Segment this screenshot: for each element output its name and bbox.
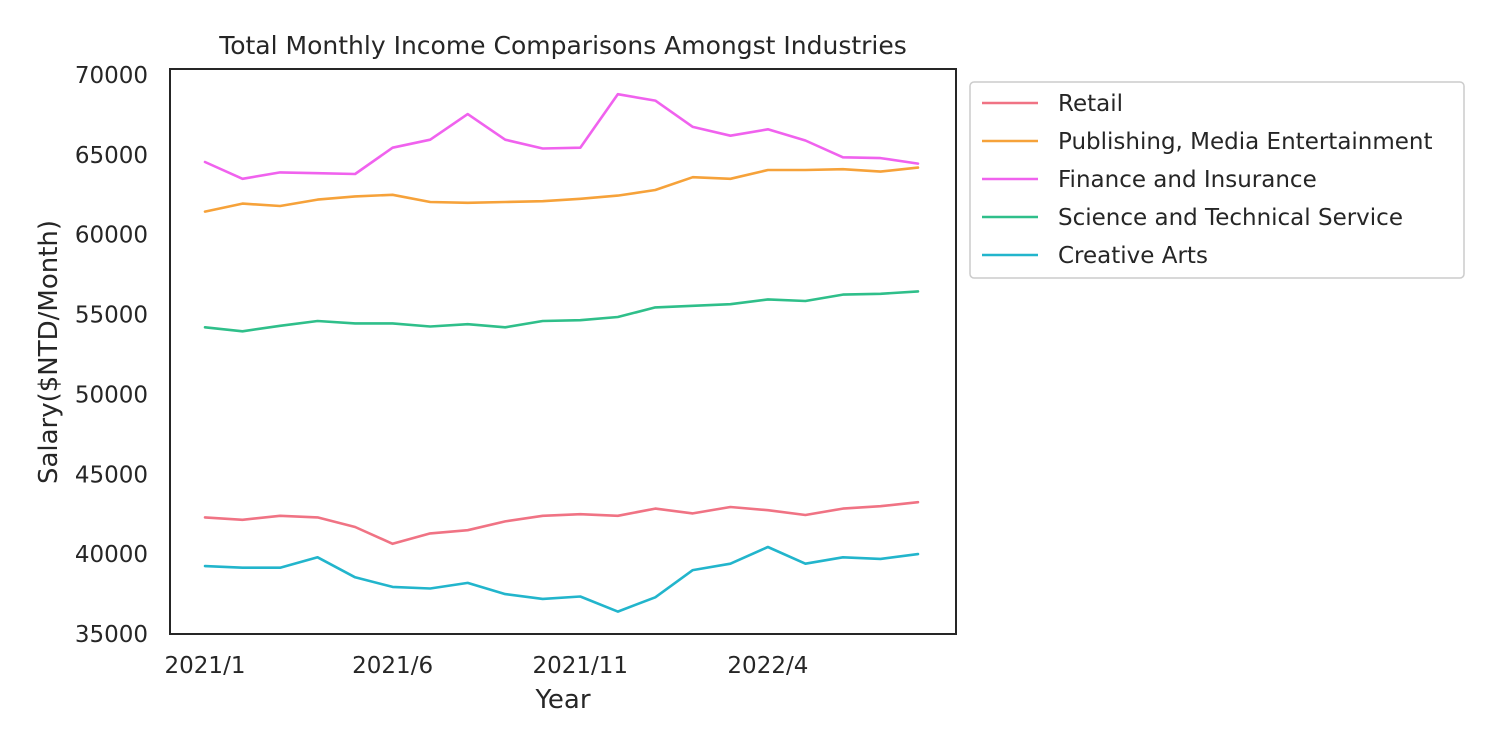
series-line-publishing-media-entertainment: [203, 166, 920, 213]
legend: Retail Publishing, Media Entertainment Fin…: [969, 81, 1465, 279]
series-line-finance-and-insurance: [203, 92, 920, 181]
x-tick-label: 2022/4: [727, 653, 808, 679]
y-tick-label: 70000: [75, 63, 148, 89]
y-tick-label: 40000: [75, 542, 148, 568]
x-axis-ticks: 2021/1 2021/6 2021/11 2022/4: [165, 653, 809, 679]
legend-label: Retail: [1058, 91, 1123, 117]
series-line-science-and-technical-service: [203, 290, 920, 333]
legend-label: Science and Technical Service: [1058, 205, 1403, 231]
y-tick-label: 50000: [75, 382, 148, 408]
y-axis-ticks: 35000 40000 45000 50000 55000 60000 65000 70000: [75, 63, 148, 648]
y-tick-label: 45000: [75, 462, 148, 488]
series-line-creative-arts: [203, 545, 920, 613]
series-line-retail: [203, 500, 920, 546]
y-tick-label: 60000: [75, 223, 148, 249]
y-tick-label: 35000: [75, 622, 148, 648]
series-lines: [203, 92, 920, 613]
x-tick-label: 2021/6: [352, 653, 433, 679]
plot-area-frame: [169, 68, 957, 635]
y-axis-label: Salary($NTD/Month): [34, 220, 64, 484]
legend-label: Creative Arts: [1058, 243, 1208, 269]
x-tick-label: 2021/1: [165, 653, 246, 679]
legend-label: Finance and Insurance: [1058, 167, 1317, 193]
legend-frame: [969, 81, 1465, 279]
x-tick-label: 2021/11: [532, 653, 628, 679]
x-axis-label: Year: [534, 685, 590, 715]
chart-title: Total Monthly Income Comparisons Amongst…: [218, 31, 907, 60]
legend-items: Retail Publishing, Media Entertainment Fin…: [982, 91, 1433, 269]
y-tick-label: 55000: [75, 303, 148, 329]
legend-label: Publishing, Media Entertainment: [1058, 129, 1433, 155]
y-tick-label: 65000: [75, 143, 148, 169]
